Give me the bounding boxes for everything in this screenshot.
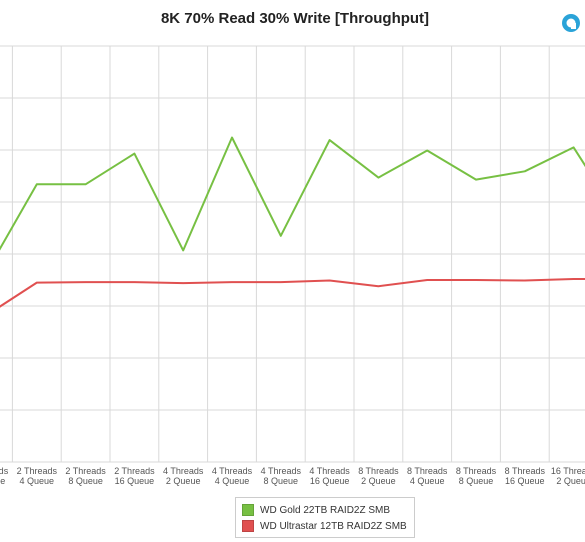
x-tick-label: 2 Threads 8 Queue	[65, 466, 106, 486]
chart-logo-icon	[562, 14, 580, 32]
x-tick-label: 8 Threads 4 Queue	[407, 466, 448, 486]
x-tick-label: 2 Threads 4 Queue	[17, 466, 58, 486]
x-tick-label: 4 Threads 2 Queue	[163, 466, 204, 486]
series-line-0[interactable]	[0, 136, 585, 270]
legend-item-series-0[interactable]: WD Gold 22TB RAID2Z SMB	[242, 502, 408, 518]
chart-title: 8K 70% Read 30% Write [Throughput]	[160, 10, 430, 27]
legend-label-series-1: WD Ultrastar 12TB RAID2Z SMB	[260, 520, 407, 532]
legend-item-series-1[interactable]: WD Ultrastar 12TB RAID2Z SMB	[242, 518, 408, 534]
x-tick-label: 8 Threads 8 Queue	[456, 466, 497, 486]
x-tick-label: 4 Threads 8 Queue	[261, 466, 302, 486]
series-layer	[0, 136, 585, 314]
legend-swatch-series-0	[242, 504, 254, 516]
x-tick-label: 2 Threads 16 Queue	[114, 466, 155, 486]
x-tick-label: 4 Threads 16 Queue	[309, 466, 350, 486]
x-tick-label: 8 Threads 16 Queue	[505, 466, 546, 486]
legend: WD Gold 22TB RAID2Z SMB WD Ultrastar 12T…	[235, 497, 415, 538]
x-tick-label: 4 Threads 4 Queue	[212, 466, 253, 486]
x-tick-label: 8 Threads 2 Queue	[358, 466, 399, 486]
legend-label-series-0: WD Gold 22TB RAID2Z SMB	[260, 504, 391, 516]
grid	[0, 45, 585, 463]
series-line-1[interactable]	[0, 278, 585, 314]
legend-swatch-series-1	[242, 520, 254, 532]
